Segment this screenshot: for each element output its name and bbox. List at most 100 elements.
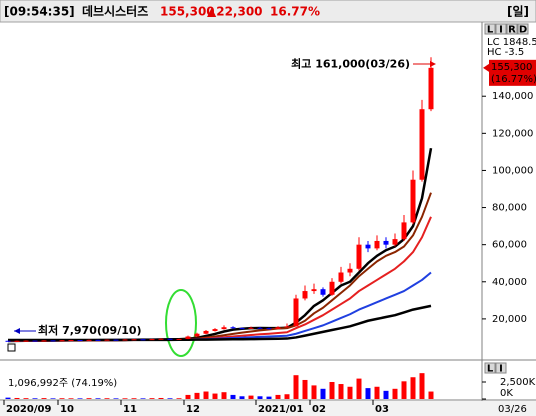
candle-body: [23, 340, 29, 342]
candle-body: [320, 289, 326, 295]
volume-bar: [113, 398, 119, 399]
candle-body: [428, 67, 434, 110]
y-tick-label: 120,000: [492, 128, 533, 139]
candle-body: [95, 339, 101, 341]
y-tick-label: 100,000: [492, 165, 533, 176]
volume-bar: [284, 394, 290, 399]
volume-bar: [68, 398, 74, 399]
volume-bar: [419, 373, 425, 399]
panel-button[interactable]: [484, 362, 496, 374]
x-tick-label: 2020/09: [6, 404, 51, 415]
volume-bar: [392, 388, 398, 399]
volume-bar: [203, 391, 209, 399]
volume-tick-label: 0K: [500, 388, 513, 399]
candle-body: [257, 327, 263, 329]
candle-body: [275, 327, 281, 329]
volume-bar: [131, 398, 137, 399]
candle-body: [50, 340, 56, 342]
panel-button[interactable]: [506, 23, 518, 35]
y-tick-label: 60,000: [492, 240, 527, 251]
volume-bar: [248, 395, 254, 399]
volume-bar: [212, 393, 218, 399]
volume-bar: [104, 398, 110, 399]
panel-button[interactable]: [484, 23, 496, 35]
volume-bar: [239, 396, 245, 399]
period-button[interactable]: [일]: [507, 5, 529, 19]
volume-bar: [140, 398, 146, 399]
candle-body: [203, 330, 209, 334]
candle-body: [68, 340, 74, 342]
volume-bar: [23, 398, 29, 399]
candle-body: [401, 222, 407, 240]
volume-bar: [383, 390, 389, 399]
volume-bar: [149, 398, 155, 399]
candle-body: [5, 340, 11, 342]
volume-bar: [185, 394, 191, 399]
candle-body: [392, 239, 398, 245]
volume-bar: [41, 398, 47, 399]
volume-bar: [158, 397, 164, 399]
candle-body: [176, 338, 182, 340]
candle-body: [302, 291, 308, 299]
panel-button-label[interactable]: D: [519, 25, 527, 36]
panel-button[interactable]: [495, 23, 507, 35]
candle-body: [230, 327, 236, 329]
candle-body: [167, 338, 173, 340]
volume-bar: [374, 386, 380, 399]
x-tick-label: 11: [123, 404, 137, 415]
volume-bar: [32, 398, 38, 399]
panel-button-label[interactable]: I: [499, 364, 503, 375]
change: ▲22,300: [207, 5, 263, 19]
volume-bar: [266, 396, 272, 399]
date-axis-bg: [0, 401, 536, 416]
panel-button-label[interactable]: L: [487, 25, 494, 36]
stock-name: 데브시스터즈: [82, 4, 148, 19]
volume-bar: [194, 392, 200, 399]
volume-bar: [356, 378, 362, 399]
candle-body: [194, 333, 200, 337]
volume-bar: [14, 397, 20, 399]
volume-bar: [122, 398, 128, 399]
candle-body: [221, 327, 227, 330]
candle-body: [140, 339, 146, 341]
candle-body: [14, 340, 20, 342]
y-tick-label: 40,000: [492, 277, 527, 288]
panel-button-label[interactable]: R: [508, 25, 516, 36]
moving-average: [8, 192, 432, 342]
x-tick-label: 03: [375, 404, 389, 415]
volume-bar: [257, 396, 263, 399]
annotation: 최고 161,000(03/26): [291, 56, 410, 70]
panel-button-label[interactable]: L: [487, 364, 494, 375]
candle-body: [113, 339, 119, 341]
volume-bar: [77, 398, 83, 399]
volume-bar: [365, 388, 371, 399]
panel-button[interactable]: [495, 362, 507, 374]
volume-bar: [95, 398, 101, 399]
last-price-rate: (16.77%): [491, 74, 536, 85]
panel-button-label[interactable]: I: [499, 25, 503, 36]
volume-bar: [221, 392, 227, 399]
candle-body: [365, 244, 371, 249]
candle-body: [311, 289, 317, 292]
volume-bar: [176, 398, 182, 399]
x-tick-label: 02: [312, 404, 326, 415]
candle-body: [239, 328, 245, 330]
volume-bar: [347, 386, 353, 399]
x-tick-label: 2021/01: [258, 404, 303, 415]
candle-body: [41, 340, 47, 342]
last-price-box: [489, 59, 536, 86]
panel-button[interactable]: [517, 23, 529, 35]
volume-bar: [230, 394, 236, 399]
candle-body: [266, 328, 272, 330]
y-tick-label: 80,000: [492, 203, 527, 214]
last-price-label: 155,300: [491, 62, 532, 73]
candle-body: [185, 336, 191, 339]
price: 155,300: [160, 5, 215, 19]
y-tick-label: 140,000: [492, 91, 533, 102]
annotation: 최저 7,970(09/10): [38, 323, 142, 337]
candle-body: [122, 339, 128, 341]
last-price-marker: [483, 63, 489, 72]
candle-body: [158, 338, 164, 340]
candle-body: [212, 329, 218, 331]
volume-bar: [302, 379, 308, 399]
